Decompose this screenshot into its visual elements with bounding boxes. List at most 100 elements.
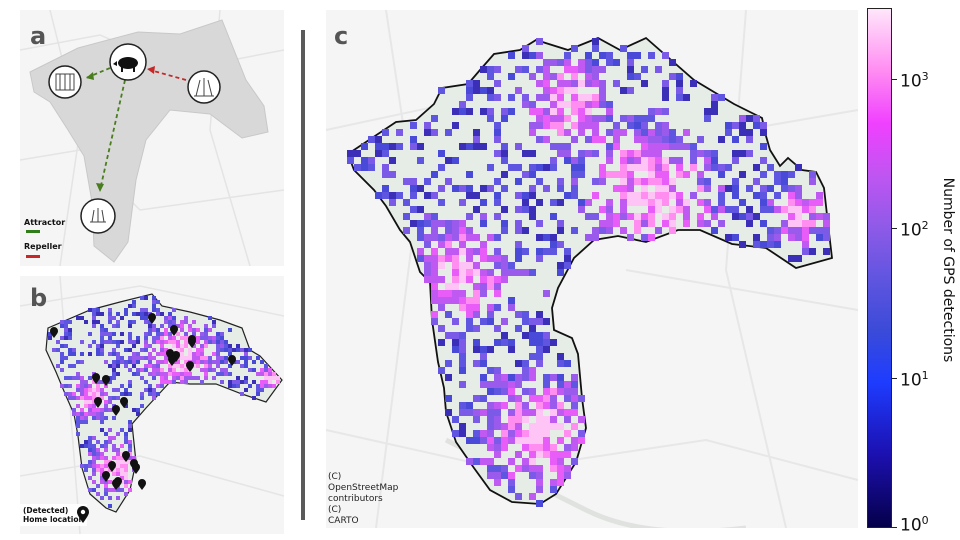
density-cell [220, 372, 224, 376]
density-cell [634, 122, 641, 129]
density-cell [272, 376, 276, 380]
density-cell [501, 150, 508, 157]
density-cell [108, 436, 112, 440]
density-cell [641, 115, 648, 122]
density-cell [606, 213, 613, 220]
density-cell [522, 101, 529, 108]
density-cell [585, 136, 592, 143]
density-cell [445, 227, 452, 234]
density-cell [382, 150, 389, 157]
density-cell [487, 465, 494, 472]
density-cell [529, 451, 536, 458]
density-cell [128, 428, 132, 432]
density-cell [557, 94, 564, 101]
home-pin-icon [132, 463, 140, 474]
density-cell [564, 59, 571, 66]
density-cell [208, 316, 212, 320]
wild-boar-icon [109, 43, 147, 81]
density-cell [494, 444, 501, 451]
density-cell [788, 171, 795, 178]
density-cell [515, 423, 522, 430]
density-cell [100, 428, 104, 432]
density-cell [676, 157, 683, 164]
density-cell [550, 486, 557, 493]
density-cell [564, 472, 571, 479]
density-cell [176, 364, 180, 368]
density-cell [564, 451, 571, 458]
density-cell [424, 192, 431, 199]
density-cell [176, 376, 180, 380]
density-cell [648, 150, 655, 157]
density-cell [48, 336, 52, 340]
density-cell [571, 381, 578, 388]
density-cell [494, 325, 501, 332]
density-cell [746, 213, 753, 220]
density-cell [208, 336, 212, 340]
density-cell [452, 297, 459, 304]
density-cell [128, 444, 132, 448]
density-cell [767, 241, 774, 248]
density-cell [104, 464, 108, 468]
density-cell [100, 476, 104, 480]
density-cell [108, 408, 112, 412]
density-cell [431, 269, 438, 276]
density-cell [200, 352, 204, 356]
density-cell [445, 220, 452, 227]
density-cell [816, 192, 823, 199]
density-cell [529, 339, 536, 346]
density-cell [84, 440, 88, 444]
density-cell [128, 340, 132, 344]
density-cell [84, 388, 88, 392]
density-cell [184, 356, 188, 360]
density-cell [80, 416, 84, 420]
density-cell [508, 437, 515, 444]
density-cell [690, 150, 697, 157]
density-cell [100, 396, 104, 400]
density-cell [144, 380, 148, 384]
density-cell [88, 352, 92, 356]
density-cell [100, 420, 104, 424]
density-cell [557, 115, 564, 122]
density-cell [697, 136, 704, 143]
density-cell [96, 484, 100, 488]
density-cell [216, 344, 220, 348]
density-cell [606, 101, 613, 108]
density-cell [627, 66, 634, 73]
density-cell [354, 164, 361, 171]
density-cell [564, 129, 571, 136]
density-cell [152, 396, 156, 400]
density-cell [132, 304, 136, 308]
density-cell [256, 392, 260, 396]
density-cell [641, 199, 648, 206]
density-cell [662, 94, 669, 101]
density-cell [232, 384, 236, 388]
density-cell [104, 468, 108, 472]
home-pin-icon [122, 451, 130, 462]
density-cell [112, 472, 116, 476]
density-cell [564, 150, 571, 157]
density-cell [571, 185, 578, 192]
density-cell [655, 129, 662, 136]
density-cell [543, 248, 550, 255]
density-cell [578, 115, 585, 122]
density-cell [522, 360, 529, 367]
density-cell [592, 45, 599, 52]
density-cell [88, 464, 92, 468]
density-cell [494, 416, 501, 423]
density-cell [676, 206, 683, 213]
density-cell [156, 300, 160, 304]
density-cell [445, 297, 452, 304]
density-cell [585, 66, 592, 73]
density-cell [613, 220, 620, 227]
density-cell [634, 150, 641, 157]
density-cell [132, 352, 136, 356]
density-cell [60, 320, 64, 324]
density-cell [132, 340, 136, 344]
density-cell [160, 312, 164, 316]
density-cell [501, 332, 508, 339]
density-cell [578, 395, 585, 402]
density-cell [634, 199, 641, 206]
density-cell [536, 360, 543, 367]
density-cell [550, 115, 557, 122]
density-cell [487, 367, 494, 374]
